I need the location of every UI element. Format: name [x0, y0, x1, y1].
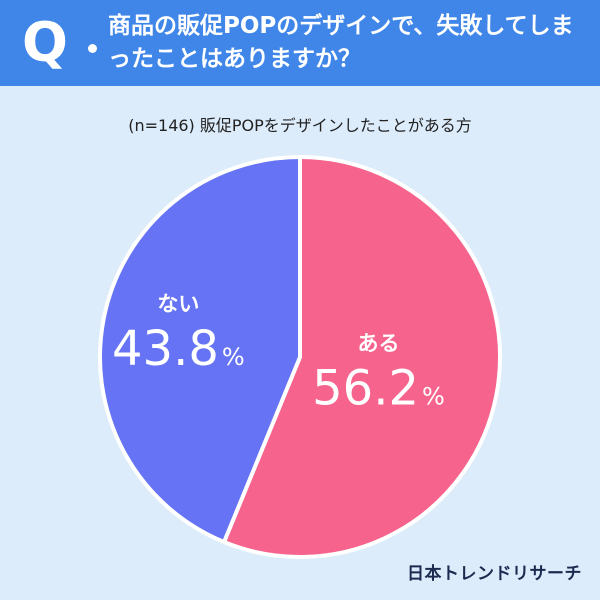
- q-dot: [88, 44, 97, 53]
- slice-value-0: 56.2%: [312, 360, 445, 416]
- slice-label-1: ない: [157, 292, 199, 316]
- question-text: 商品の販促POPのデザインで、失敗してしまったことはありますか？: [108, 13, 574, 72]
- q-mark: Q: [22, 11, 68, 74]
- slice-label-0: ある: [357, 331, 399, 355]
- question-header: Q 商品の販促POPのデザインで、失敗してしまったことはありますか？: [0, 0, 600, 86]
- pie-labels: ある 56.2 % ない 43.8%: [112, 292, 445, 416]
- slice-value-1: 43.8%: [112, 321, 245, 377]
- pie-slice-1: [98, 155, 302, 545]
- pie-slices: [98, 155, 502, 559]
- pie-slice-0: [222, 155, 502, 559]
- brand-logo-text: 日本トレンドリサーチ: [407, 564, 582, 584]
- sample-subtitle: (n=146) 販促POPをデザインしたことがある方: [128, 116, 472, 135]
